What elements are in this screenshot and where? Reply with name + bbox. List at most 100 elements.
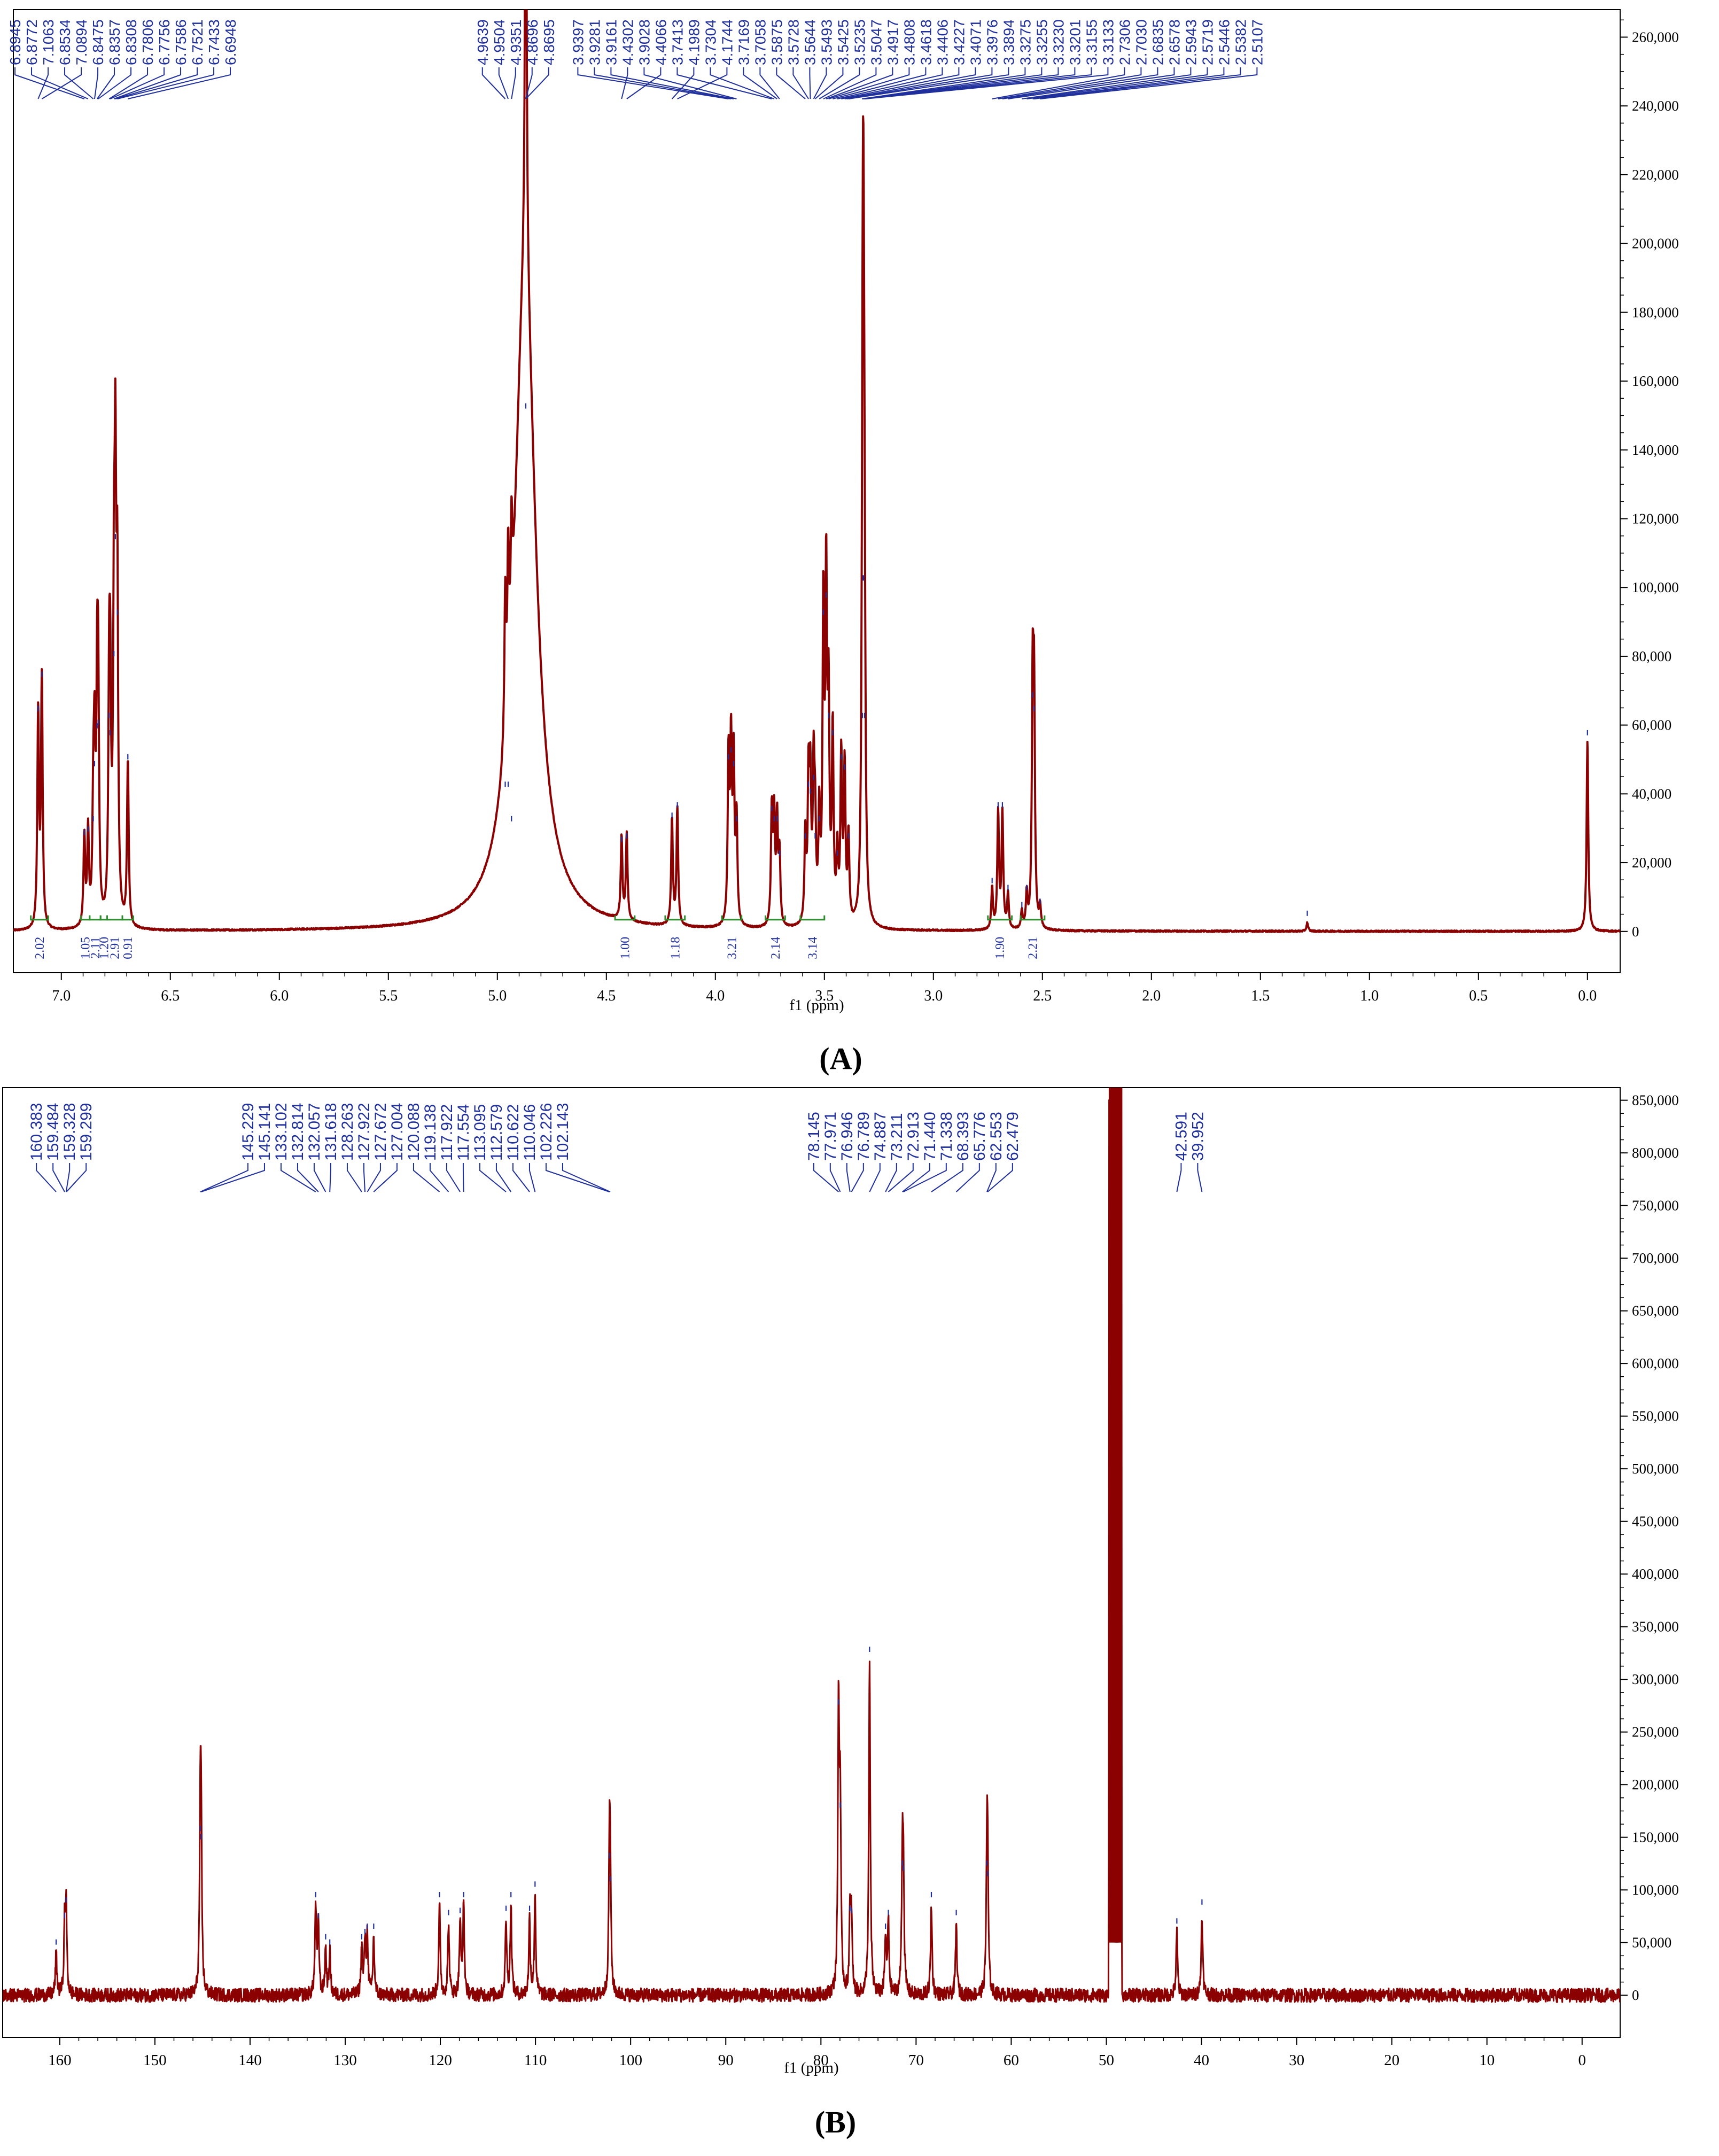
integral-value: 2.02 (33, 937, 47, 959)
peak-connector (837, 67, 943, 99)
peak-connector (329, 1163, 331, 1192)
x-tick-label: 0 (1578, 2052, 1586, 2069)
peak-shift-label: 3.7169 (735, 19, 752, 65)
x-tick-label: 0.5 (1469, 988, 1488, 1004)
peak-connector (743, 67, 777, 99)
peak-shift-label: 3.5728 (785, 19, 802, 65)
peak-shift-label: 3.3976 (984, 19, 1000, 65)
peak-shift-label: 3.4406 (934, 19, 951, 65)
peak-connector (528, 1163, 536, 1192)
peak-connector (498, 67, 509, 99)
peak-shift-label: 110.622 (504, 1104, 522, 1161)
x-tick-label: 4.0 (706, 988, 725, 1004)
peak-shift-label: 3.4917 (884, 19, 901, 65)
peak-connector (903, 1163, 947, 1192)
peak-connector (864, 67, 1092, 99)
peak-shift-label: 65.776 (971, 1112, 989, 1161)
x-tick-label: 10 (1479, 2052, 1495, 2069)
peak-connector (1008, 67, 1175, 99)
peak-connector (52, 1163, 65, 1192)
peak-connector (998, 67, 1142, 99)
peak-shift-label: 3.3275 (1017, 19, 1033, 65)
y-tick-label: 250,000 (1632, 1724, 1679, 1740)
peak-shift-label: 3.5235 (851, 19, 868, 65)
peak-shift-label: 6.8357 (106, 19, 123, 65)
x-axis-title: f1 (ppm) (789, 997, 844, 1014)
peak-shift-label: 3.3201 (1067, 19, 1083, 65)
peak-shift-label: 4.4302 (619, 19, 636, 65)
peak-shift-label: 102.226 (538, 1103, 555, 1161)
integral-value: 1.18 (668, 937, 682, 959)
peak-shift-label: 145.141 (256, 1103, 274, 1161)
peak-connector (677, 67, 728, 99)
spectrum-trace (3, 1088, 1620, 2003)
peak-connector (814, 67, 844, 99)
peak-shift-label: 3.5425 (835, 19, 851, 65)
y-tick-label: 60,000 (1632, 717, 1671, 733)
integral-bracket (89, 915, 102, 921)
peak-connector (41, 67, 82, 99)
x-tick-label: 4.5 (597, 988, 616, 1004)
integral-value: 1.90 (993, 937, 1007, 959)
peak-connector (621, 67, 628, 99)
peak-shift-label: 2.5446 (1216, 19, 1232, 65)
y-tick-label: 200,000 (1632, 236, 1679, 252)
integral-bracket (99, 915, 108, 921)
peak-connector (495, 1163, 512, 1192)
peak-shift-label: 4.9351 (508, 19, 524, 65)
x-tick-label: 3.0 (924, 988, 943, 1004)
integral-value: 1.05 (79, 937, 93, 959)
integral-bracket (121, 915, 134, 921)
peak-shift-label: 117.922 (438, 1104, 456, 1161)
peak-shift-label: 3.4071 (967, 19, 984, 65)
peak-shift-label: 76.789 (855, 1112, 873, 1161)
peak-shift-label: 3.4618 (917, 19, 934, 65)
x-tick-label: 30 (1289, 2052, 1304, 2069)
peak-shift-label: 4.4066 (652, 19, 669, 65)
y-tick-label: 300,000 (1632, 1671, 1679, 1687)
peak-connector (676, 67, 772, 99)
peak-connector (479, 1163, 507, 1192)
peak-shift-label: 6.7586 (173, 19, 189, 65)
peak-connector (862, 67, 1043, 99)
y-tick-label: 500,000 (1632, 1461, 1679, 1477)
peak-connector (1002, 67, 1158, 99)
y-tick-label: 800,000 (1632, 1145, 1679, 1161)
peak-shift-label: 71.440 (921, 1112, 939, 1161)
peak-connector (313, 1163, 326, 1192)
y-tick-label: 220,000 (1632, 167, 1679, 183)
peak-connector (1040, 67, 1258, 99)
peak-connector (828, 67, 910, 99)
peak-connector (115, 67, 198, 99)
peak-connector (865, 67, 1109, 99)
peak-shift-label: 2.5943 (1183, 19, 1199, 65)
integral-bracket (30, 915, 49, 921)
peak-connector (594, 67, 732, 99)
peak-shift-label: 3.3230 (1050, 19, 1067, 65)
peak-connector (66, 1163, 87, 1192)
peak-shift-label: 4.1744 (719, 19, 735, 65)
peak-connector (1022, 67, 1192, 99)
peak-shift-label: 159.328 (61, 1103, 79, 1161)
x-tick-label: 100 (619, 2052, 642, 2069)
peak-connector (280, 1163, 316, 1192)
peak-shift-label: 120.088 (405, 1103, 423, 1161)
peak-connector (429, 1163, 449, 1192)
peak-shift-label: 3.7304 (702, 19, 719, 65)
peak-connector (986, 1163, 997, 1192)
integral-bracket (765, 915, 786, 921)
peak-shift-label: 3.9028 (636, 19, 652, 65)
peak-connector (413, 1163, 440, 1192)
peak-shift-label: 76.946 (838, 1112, 856, 1161)
x-tick-label: 140 (238, 2052, 262, 2069)
peak-connector (525, 67, 549, 99)
y-tick-label: 600,000 (1632, 1355, 1679, 1371)
y-tick-label: 150,000 (1632, 1829, 1679, 1845)
x-axis-title: f1 (ppm) (784, 2059, 838, 2076)
peak-shift-label: 160.383 (28, 1103, 45, 1161)
x-tick-label: 80 (813, 2052, 829, 2069)
peak-shift-label: 71.338 (938, 1112, 955, 1161)
x-tick-label: 130 (333, 2052, 357, 2069)
x-tick-label: 50 (1099, 2052, 1114, 2069)
y-tick-label: 700,000 (1632, 1250, 1679, 1266)
